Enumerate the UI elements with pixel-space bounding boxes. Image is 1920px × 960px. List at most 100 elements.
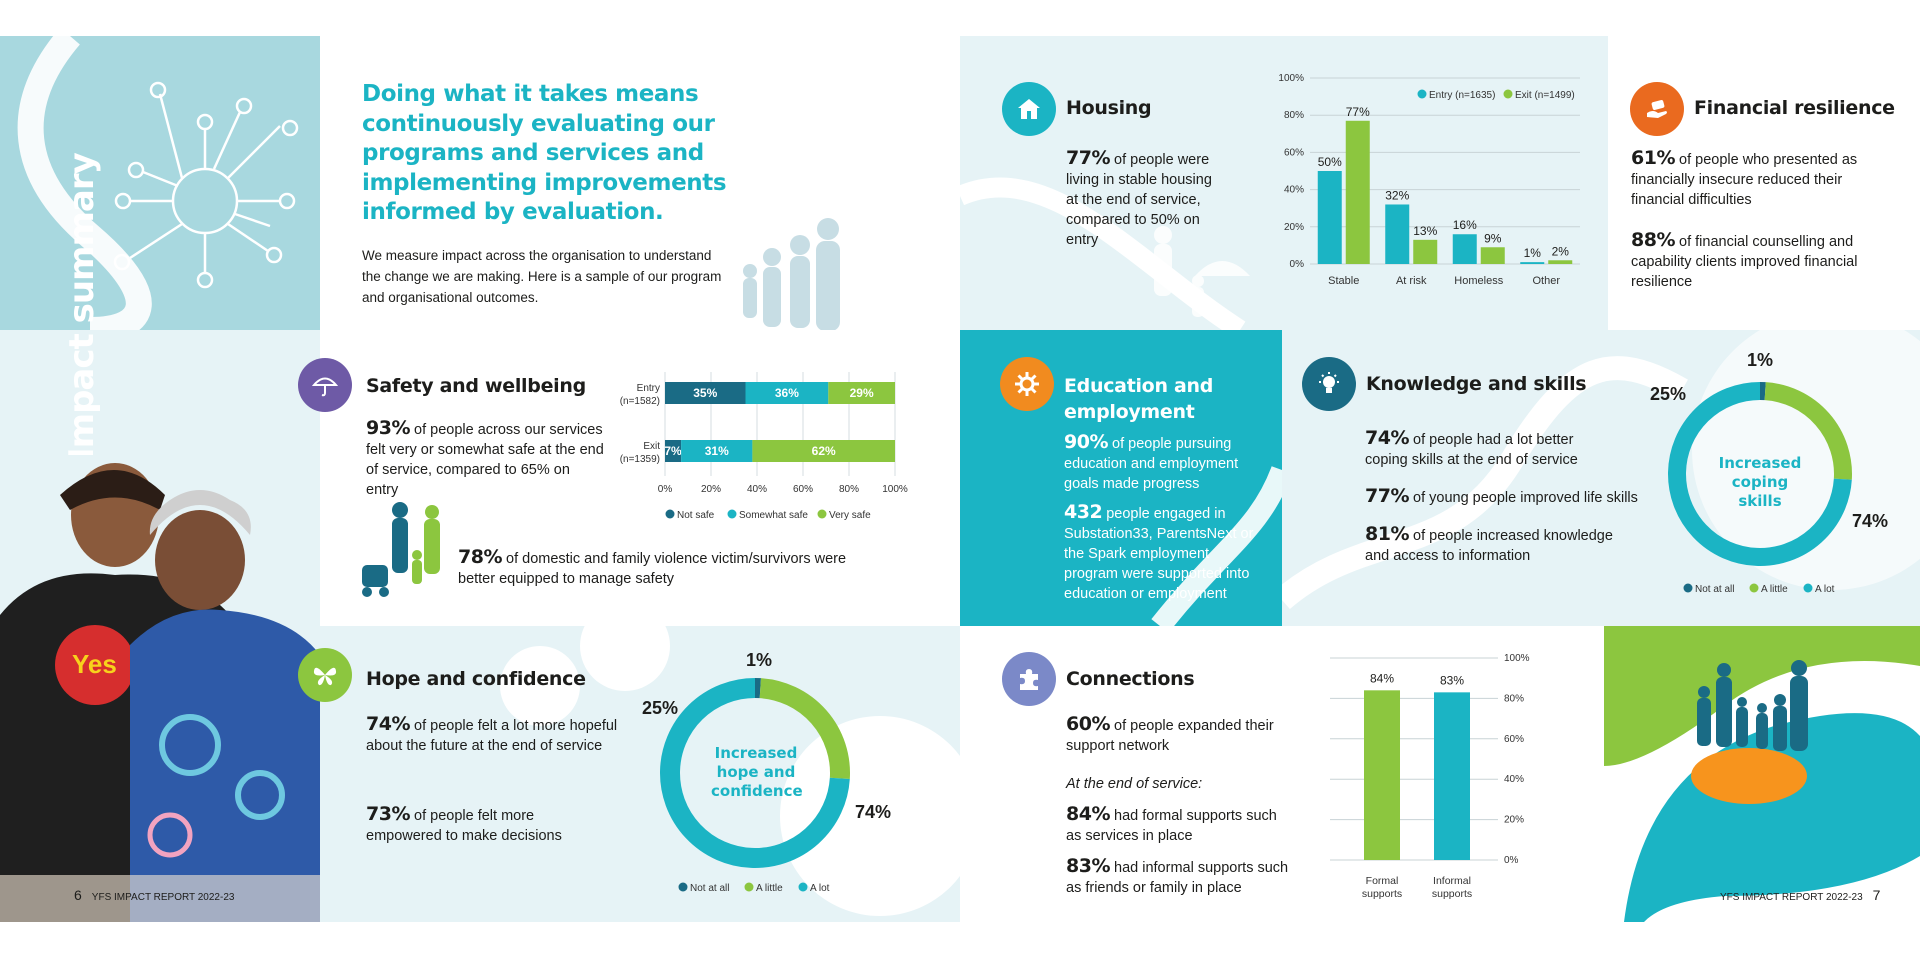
legend-swatch [798,882,808,892]
bar [1452,234,1477,264]
x-tick-label: 20% [701,484,721,495]
hand-money-icon [1630,82,1684,136]
financial-stat-2: 88% of financial counselling and capabil… [1631,229,1858,290]
hope-title: Hope and confidence [366,668,586,690]
data-label: 29% [850,386,874,400]
x-tick-label: 100% [882,484,908,495]
stacked-bar-segment [665,440,682,462]
lightbulb-icon [1302,357,1356,411]
umbrella-icon [298,358,352,412]
housing-bg-swirl [960,177,1250,330]
stacked-bar-segment [828,382,895,404]
data-label: 77% [1346,105,1370,119]
bar [1413,239,1438,264]
data-label: 13% [1413,224,1437,238]
y-tick-label: 40% [1284,185,1304,196]
footer-report-label-right: YFS IMPACT REPORT 2022-23 [1720,892,1863,903]
data-label: 35% [693,386,717,400]
data-label: 16% [1453,218,1477,232]
legend-label: Exit (n=1499) [1515,90,1575,101]
hope-bg-shapes [500,626,960,916]
family-circle-graphic [1604,626,1920,922]
legend-label: Not at all [690,883,729,894]
bar [1317,171,1342,264]
legend-swatch [1503,89,1513,99]
legend-swatch [1749,583,1759,593]
connections-stat-2: 84% had formal supports such as services… [1066,803,1277,844]
legend-swatch [1417,89,1427,99]
bar [1345,120,1370,264]
data-label: 25% [642,698,678,718]
x-tick-label: Formal [1366,875,1399,887]
data-label: 1% [746,650,772,670]
donut-slice [660,678,850,868]
legend-label: A little [756,883,783,894]
x-tick-label: Homeless [1454,275,1503,287]
donut-slice [759,678,850,779]
safety-title: Safety and wellbeing [366,375,586,397]
intro-background [320,36,960,330]
donut-slice [1764,382,1852,480]
data-label: 50% [1318,155,1342,169]
category-label: (n=1582) [620,396,660,407]
bar [1548,260,1573,264]
y-tick-label: 20% [1284,222,1304,233]
category-label: Entry [637,383,660,394]
housing-stat: 77% of people were living in stable hous… [1066,147,1212,248]
vertical-title: Impact summary [62,153,102,460]
donut-slice [1668,382,1852,566]
education-bg-swirl [1151,466,1282,626]
legend-swatch [727,509,737,519]
safety-panel [320,330,960,626]
bar [1520,262,1545,264]
housing-panel [960,36,1608,330]
y-tick-label: 100% [1278,73,1304,84]
bar [1434,692,1470,860]
data-label: 74% [1852,511,1888,531]
svg-text:Yes: Yes [72,649,117,679]
legend-swatch [1803,583,1813,593]
bar [1385,204,1410,264]
people-photo: Yes [0,455,335,922]
gear-icon [1000,357,1054,411]
legend-swatch [665,509,675,519]
data-label: 74% [855,802,891,822]
data-label: 62% [812,444,836,458]
legend-label: Very safe [829,510,871,521]
data-label: 36% [775,386,799,400]
stacked-bar-segment [752,440,895,462]
connections-end-label: At the end of service: [1066,776,1203,792]
family-walking-graphic [362,502,440,597]
y-tick-label: 0% [1290,259,1305,270]
family-silhouette-graphic [743,218,840,331]
safety-stat-1: 93% of people across our services felt v… [366,417,604,498]
x-tick-label: Stable [1328,275,1359,287]
connections-panel [960,626,1604,922]
hero-top-block [0,36,320,330]
butterfly-icon [298,648,352,702]
stacked-bar-segment [745,382,829,404]
x-tick-label: Other [1532,275,1560,287]
stacked-bar-segment [681,440,753,462]
y-tick-label: 40% [1504,774,1524,785]
legend-label: Entry (n=1635) [1429,90,1495,101]
knowledge-title: Knowledge and skills [1366,373,1587,395]
bar [1364,690,1400,860]
data-label: 1% [1524,246,1542,260]
hope-stat-2: 73% of people felt more empowered to mak… [366,803,562,844]
category-label: (n=1359) [620,454,660,465]
knowledge-stat-1: 74% of people had a lot better coping sk… [1365,427,1578,468]
legend-swatch [817,509,827,519]
network-graphic [17,36,299,330]
data-label: 2% [1552,244,1570,258]
connections-stat-1: 60% of people expanded their support net… [1066,713,1274,754]
data-label: 31% [705,444,729,458]
housing-title: Housing [1066,97,1152,119]
knowledge-stat-2: 77% of young people improved life skills [1365,485,1638,507]
x-tick-label: Informal [1433,875,1471,887]
page-number-left: 6 [74,887,82,903]
data-label: 84% [1370,671,1394,685]
x-tick-label: 60% [793,484,813,495]
y-tick-label: 100% [1504,653,1530,664]
